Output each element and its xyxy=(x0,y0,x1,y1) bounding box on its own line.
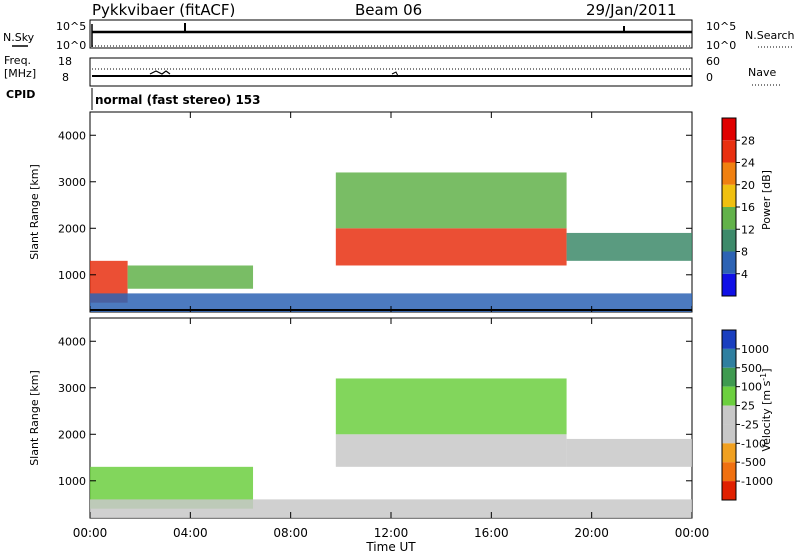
nave-label: Nave xyxy=(748,66,776,79)
velocity-x-ticks xyxy=(89,318,693,518)
y-tick-label: 3000 xyxy=(58,176,86,189)
time-axis-title: Time UT xyxy=(365,540,416,554)
power-colorbar-label: 20 xyxy=(741,179,755,192)
velocity-panel: Slant Range [km] 1000 2000 3000 4000 xyxy=(28,317,693,519)
velocity-colorbar-swatch xyxy=(722,405,736,425)
y-tick-label: 4000 xyxy=(58,129,86,142)
nsearch-tick-bottom: 10^0 xyxy=(706,39,736,52)
freq-strip: Freq. [MHz] 18 8 60 0 Nave CPID normal (… xyxy=(4,54,782,110)
velocity-colorbar-swatch xyxy=(722,386,736,406)
date-label: 29/Jan/2011 xyxy=(586,1,677,19)
power-colorbar-label: 16 xyxy=(741,201,755,214)
velocity-colorbar-swatch xyxy=(722,330,736,349)
nsearch-label: N.Search xyxy=(745,29,795,42)
power-heatmap xyxy=(90,172,692,312)
heatmap-cell xyxy=(566,232,692,261)
beam-label: Beam 06 xyxy=(355,1,422,19)
velocity-colorbar: 1000 500 100 25 -25 -100 -500 -1000 xyxy=(721,329,773,501)
power-colorbar-swatch xyxy=(722,118,736,141)
velocity-colorbar-label: 100 xyxy=(741,381,762,394)
y-tick-label: 2000 xyxy=(58,222,86,235)
velocity-colorbar-label: 1000 xyxy=(741,343,769,356)
heatmap-cell xyxy=(90,499,692,518)
power-colorbar-swatch xyxy=(722,184,736,207)
nsky-tick-bottom: 10^0 xyxy=(56,39,86,52)
nsky-strip: N.Sky 10^5 10^0 10^5 10^0 N.Search xyxy=(3,19,795,52)
time-tick-label: 20:00 xyxy=(574,526,609,540)
heatmap-cell xyxy=(335,172,567,229)
power-ylabel: Slant Range [km] xyxy=(28,164,41,260)
power-colorbar-swatch xyxy=(722,140,736,163)
heatmap-cell xyxy=(335,228,567,266)
freq-tick-top: 18 xyxy=(58,55,72,68)
velocity-colorbar-label: -100 xyxy=(741,437,766,450)
nsearch-tick-top: 10^5 xyxy=(706,20,736,33)
velocity-colorbar-swatch xyxy=(722,424,736,444)
velocity-colorbar-title: Velocity [m s-1] xyxy=(759,368,773,451)
time-tick-label: 00:00 xyxy=(73,526,108,540)
time-tick-label: 16:00 xyxy=(474,526,509,540)
freq-label: Freq. xyxy=(4,54,31,67)
power-colorbar-swatch xyxy=(722,207,736,230)
station-title: Pykkvibaer (fitACF) xyxy=(92,1,235,19)
y-tick-label: 2000 xyxy=(58,428,86,441)
time-tick-label: 08:00 xyxy=(273,526,308,540)
power-panel: Slant Range [km] 1000 2000 3000 4000 xyxy=(28,111,693,313)
velocity-colorbar-label: 25 xyxy=(741,400,755,413)
velocity-colorbar-swatch xyxy=(722,367,736,387)
power-colorbar-title: Power [dB] xyxy=(760,170,773,230)
velocity-y-ticks: 1000 2000 3000 4000 xyxy=(58,335,692,488)
velocity-colorbar-label: -25 xyxy=(741,418,759,431)
velocity-colorbar-swatch xyxy=(722,462,736,482)
power-colorbar-label: 12 xyxy=(741,223,755,236)
power-colorbar-swatch xyxy=(722,251,736,274)
nave-tick-bottom: 0 xyxy=(706,71,713,84)
y-tick-label: 1000 xyxy=(58,269,86,282)
power-colorbar-label: 4 xyxy=(741,268,748,281)
time-tick-label: 12:00 xyxy=(374,526,409,540)
cpid-label: CPID xyxy=(6,88,35,101)
power-x-ticks xyxy=(89,112,693,312)
y-tick-label: 1000 xyxy=(58,475,86,488)
power-colorbar-swatch xyxy=(722,273,736,296)
y-tick-label: 4000 xyxy=(58,335,86,348)
nsky-tick-top: 10^5 xyxy=(56,20,86,33)
nave-tick-top: 60 xyxy=(706,55,720,68)
velocity-colorbar-swatch xyxy=(722,481,736,500)
time-axis-labels: 00:00 04:00 08:00 12:00 16:00 20:00 00:00 xyxy=(73,526,710,540)
velocity-colorbar-label: 500 xyxy=(741,362,762,375)
power-colorbar: 4 8 12 16 20 24 28 xyxy=(721,117,755,297)
heatmap-cell xyxy=(566,438,692,467)
velocity-heatmap xyxy=(90,378,692,518)
heatmap-cell xyxy=(335,378,567,435)
freq-unit: [MHz] xyxy=(4,67,36,80)
power-colorbar-label: 24 xyxy=(741,157,755,170)
heatmap-cell xyxy=(127,265,254,289)
velocity-ylabel: Slant Range [km] xyxy=(28,370,41,466)
power-colorbar-swatch xyxy=(722,162,736,185)
power-colorbar-label: 8 xyxy=(741,246,748,259)
cpid-value: normal (fast stereo) 153 xyxy=(95,93,261,107)
freq-tick-bottom: 8 xyxy=(62,71,69,84)
velocity-colorbar-frame xyxy=(721,329,737,501)
nsky-label: N.Sky xyxy=(3,31,35,44)
velocity-colorbar-swatch xyxy=(722,348,736,368)
velocity-colorbar-swatch xyxy=(722,443,736,463)
power-y-ticks: 1000 2000 3000 4000 xyxy=(58,129,692,282)
velocity-colorbar-label: -500 xyxy=(741,456,766,469)
heatmap-cell xyxy=(335,434,567,467)
time-tick-label: 04:00 xyxy=(173,526,208,540)
velocity-colorbar-label: -1000 xyxy=(741,475,773,488)
power-colorbar-swatch xyxy=(722,229,736,252)
y-tick-label: 3000 xyxy=(58,382,86,395)
time-tick-label: 00:00 xyxy=(675,526,710,540)
power-colorbar-label: 28 xyxy=(741,134,755,147)
heatmap-cell xyxy=(90,293,692,312)
